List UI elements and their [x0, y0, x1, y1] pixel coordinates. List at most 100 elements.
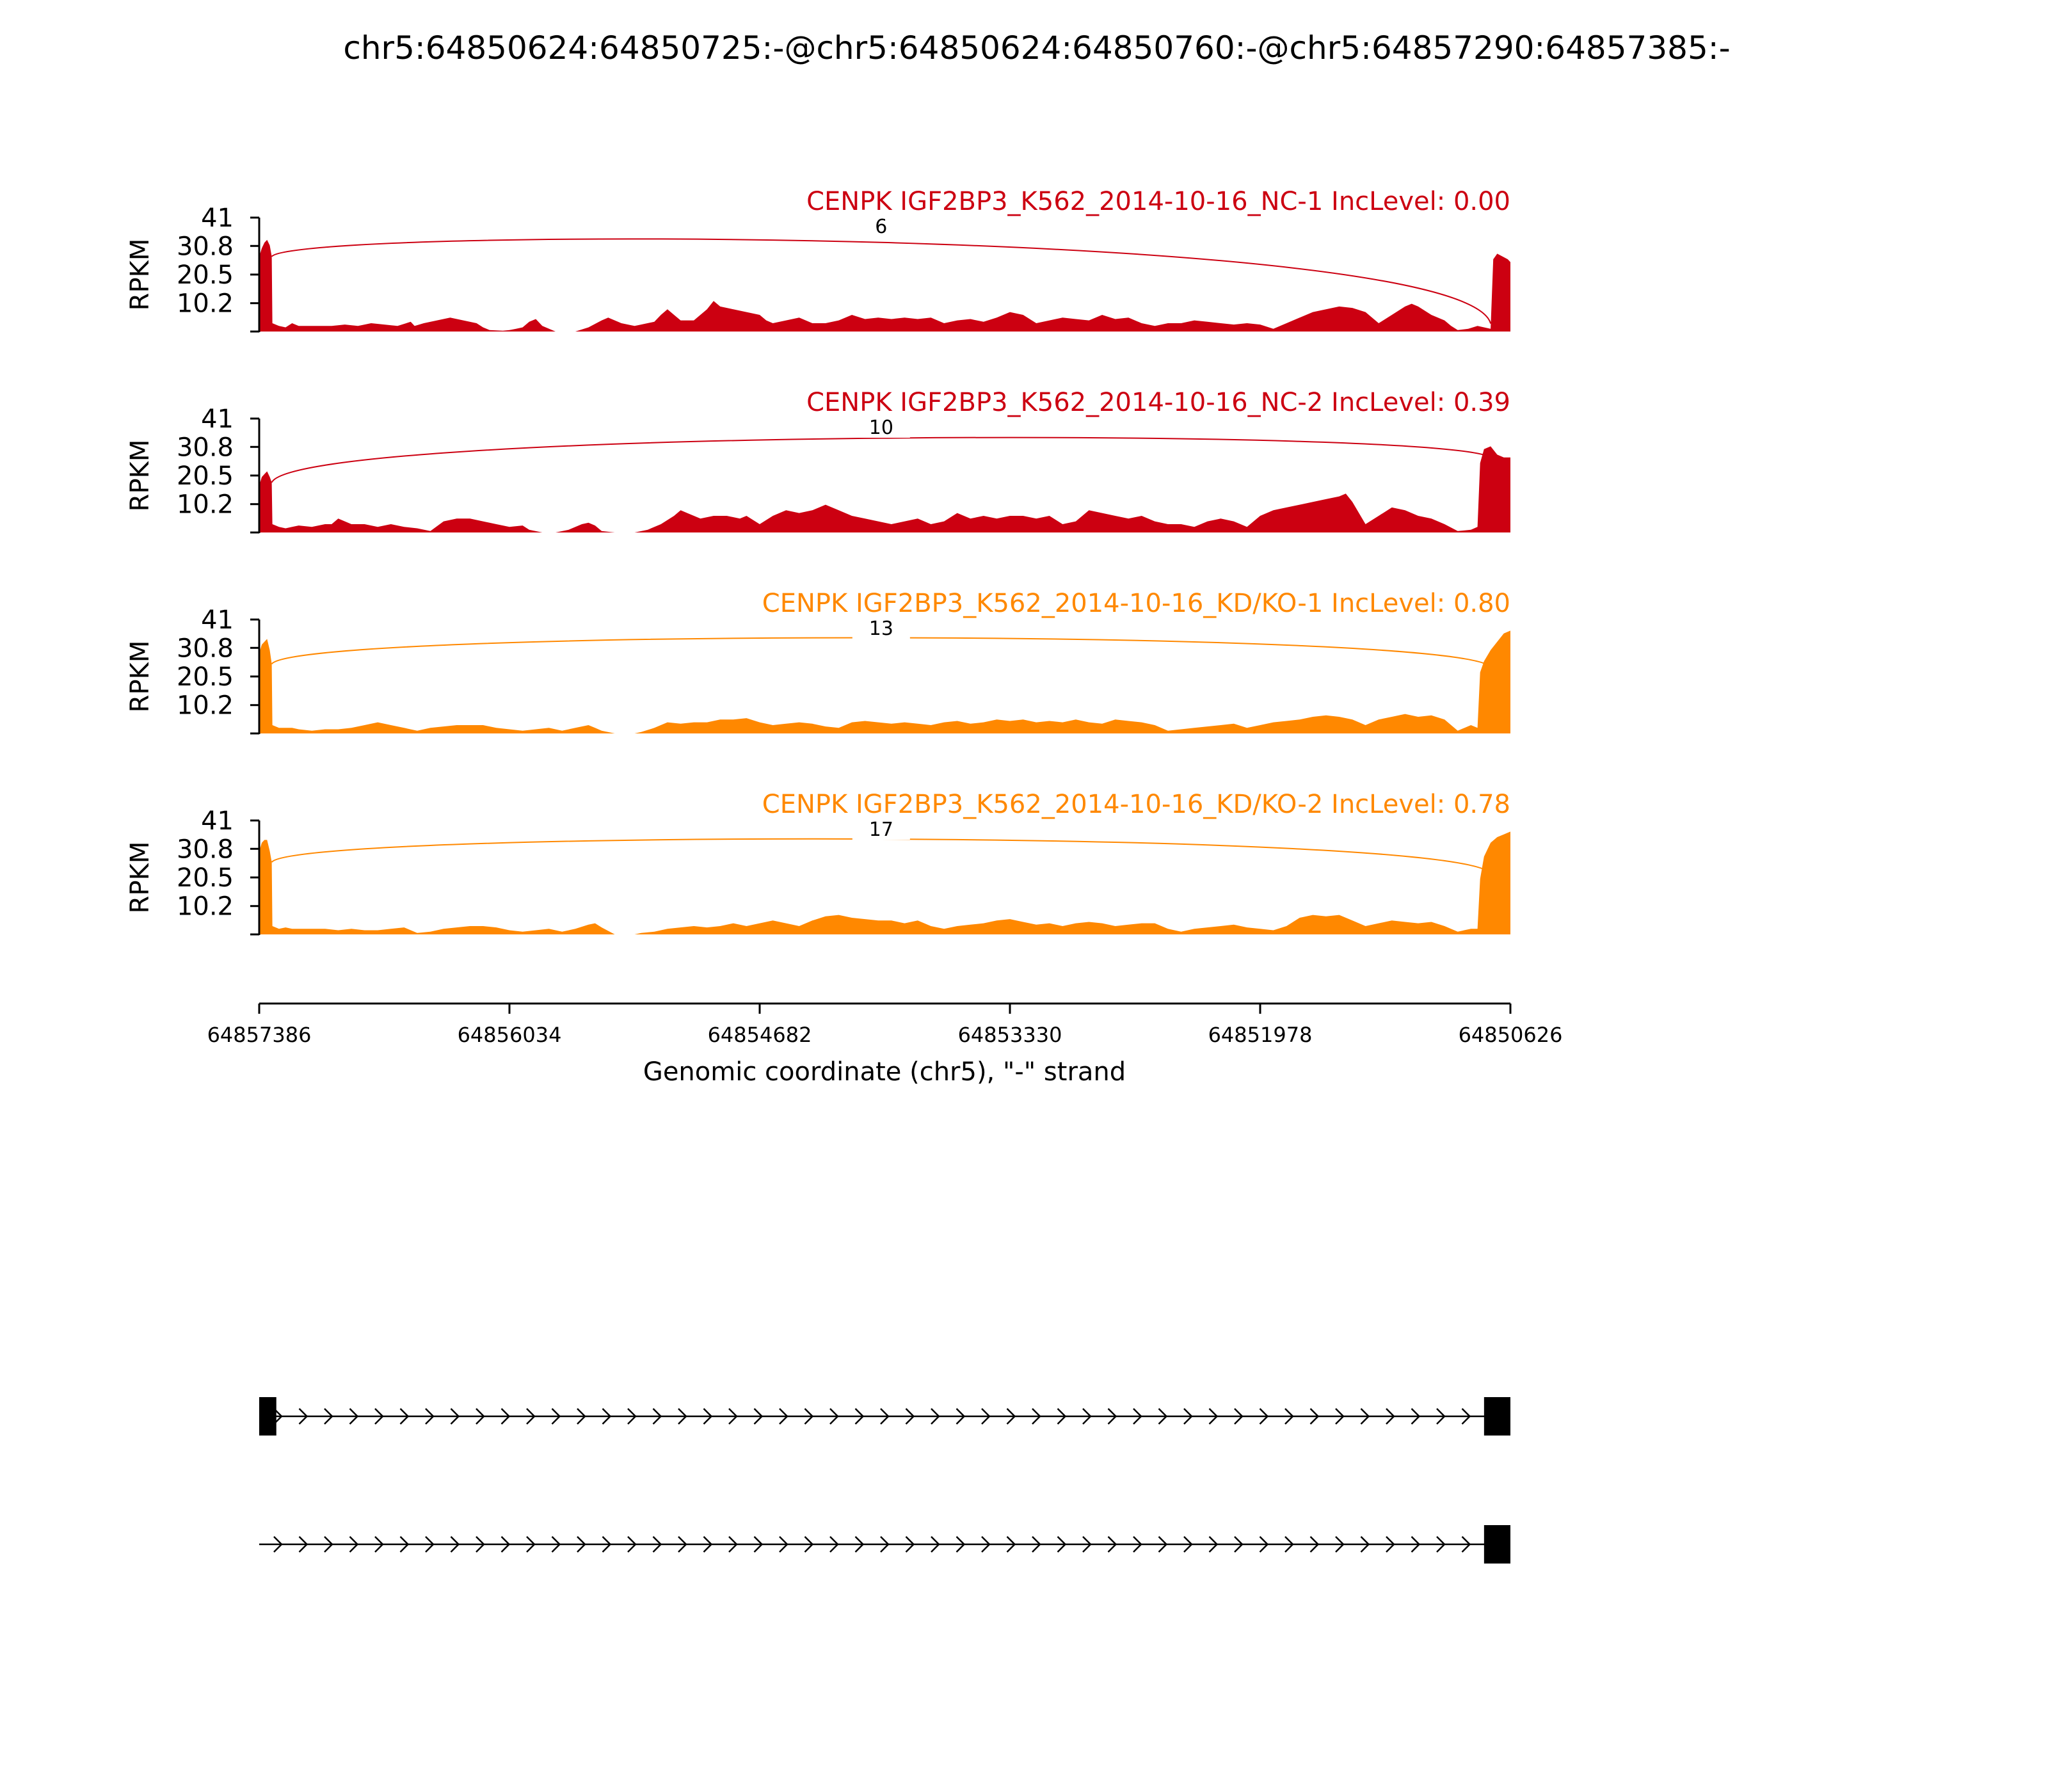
track-label: CENPK IGF2BP3_K562_2014-10-16_KD/KO-1 In…	[762, 589, 1510, 618]
strand-arrow	[652, 1536, 662, 1553]
strand-arrow	[1284, 1408, 1294, 1425]
track-label: CENPK IGF2BP3_K562_2014-10-16_KD/KO-2 In…	[762, 790, 1510, 819]
isoform-2	[259, 1525, 1510, 1564]
strand-arrow	[273, 1408, 283, 1425]
strand-arrow	[1133, 1536, 1142, 1553]
isoform-1	[259, 1397, 1510, 1436]
y-tick-label: 30.8	[177, 634, 234, 663]
strand-arrow	[551, 1536, 561, 1553]
junction-arc	[271, 637, 1491, 668]
isoform-structures	[259, 1397, 1510, 1564]
strand-arrow	[1461, 1536, 1471, 1553]
junction-count: 17	[869, 819, 893, 841]
exon-block	[1484, 1397, 1510, 1436]
strand-arrow	[500, 1536, 511, 1553]
junction-arc	[271, 838, 1491, 874]
x-tick-label: 64857386	[207, 1023, 312, 1047]
y-tick-label: 30.8	[177, 835, 234, 864]
strand-arrow	[602, 1408, 612, 1425]
strand-arrow	[1208, 1536, 1219, 1553]
strand-arrow	[905, 1536, 915, 1553]
y-tick-label: 41	[201, 806, 234, 836]
strand-arrow	[1234, 1536, 1244, 1553]
y-tick-label: 20.5	[177, 863, 234, 893]
strand-arrow	[602, 1536, 612, 1553]
strand-arrow	[1107, 1536, 1117, 1553]
strand-arrow	[1259, 1408, 1269, 1425]
y-axis-label: RPKM	[125, 440, 155, 512]
strand-arrow	[1158, 1536, 1168, 1553]
strand-arrow	[1032, 1536, 1041, 1553]
strand-arrow	[804, 1536, 814, 1553]
strand-arrow	[1386, 1408, 1395, 1425]
strand-arrow	[1411, 1536, 1421, 1553]
x-tick-label: 64850626	[1459, 1023, 1563, 1047]
strand-arrow	[273, 1536, 283, 1553]
strand-arrow	[880, 1536, 890, 1553]
strand-arrow	[1082, 1408, 1092, 1425]
junction-count-bg	[852, 214, 910, 237]
coverage-area	[259, 239, 1510, 332]
junction-count-bg	[852, 415, 910, 438]
x-tick-label: 64856034	[458, 1023, 562, 1047]
junction-count: 13	[869, 618, 893, 640]
strand-arrow	[425, 1536, 435, 1553]
strand-arrow	[577, 1536, 586, 1553]
y-tick-label: 30.8	[177, 232, 234, 261]
strand-arrow	[678, 1536, 687, 1553]
strand-arrow	[349, 1408, 359, 1425]
y-tick-label: 20.5	[177, 260, 234, 290]
strand-arrow	[1360, 1408, 1370, 1425]
coverage-area	[259, 630, 1510, 733]
strand-arrow	[804, 1408, 814, 1425]
x-axis-label: Genomic coordinate (chr5), "-" strand	[643, 1057, 1126, 1087]
strand-arrow	[1158, 1408, 1168, 1425]
strand-arrow	[829, 1408, 839, 1425]
strand-arrow	[425, 1408, 435, 1425]
strand-arrow	[753, 1408, 764, 1425]
strand-arrow	[1284, 1536, 1294, 1553]
strand-arrow	[1133, 1408, 1142, 1425]
strand-arrow	[1335, 1536, 1345, 1553]
strand-arrow	[1107, 1408, 1117, 1425]
y-axis-label: RPKM	[125, 842, 155, 914]
junction-count-bg	[852, 817, 910, 840]
strand-arrow	[399, 1536, 410, 1553]
strand-arrow	[1309, 1536, 1320, 1553]
strand-arrow	[779, 1536, 788, 1553]
y-tick-label: 10.2	[177, 691, 234, 721]
exon-block	[259, 1397, 276, 1436]
strand-arrow	[1208, 1408, 1219, 1425]
junction-arc	[271, 436, 1491, 483]
strand-arrow	[476, 1408, 485, 1425]
strand-arrow	[1082, 1536, 1092, 1553]
strand-arrow	[1436, 1536, 1446, 1553]
strand-arrow	[956, 1408, 966, 1425]
y-tick-label: 41	[201, 404, 234, 434]
y-axis-label: RPKM	[125, 641, 155, 713]
y-tick-label: 30.8	[177, 433, 234, 462]
strand-arrow	[526, 1408, 536, 1425]
track-label: CENPK IGF2BP3_K562_2014-10-16_NC-2 IncLe…	[806, 388, 1510, 417]
y-tick-label: 10.2	[177, 289, 234, 319]
x-axis: 64857386 64856034 64854682 64853330 64851978…	[207, 1002, 1563, 1087]
x-tick-label: 64851978	[1208, 1023, 1313, 1047]
strand-arrow	[1386, 1536, 1395, 1553]
exon-block	[1484, 1525, 1510, 1564]
strand-arrow	[500, 1408, 511, 1425]
strand-arrow	[905, 1408, 915, 1425]
y-tick-label: 20.5	[177, 662, 234, 692]
junction-count-bg	[852, 616, 910, 639]
strand-arrow	[854, 1536, 865, 1553]
strand-arrow	[298, 1536, 308, 1553]
strand-arrow	[1057, 1408, 1067, 1425]
strand-arrow	[1057, 1536, 1067, 1553]
strand-arrow	[931, 1536, 940, 1553]
strand-arrow	[627, 1536, 637, 1553]
strand-arrow	[1436, 1408, 1446, 1425]
strand-arrow	[728, 1408, 738, 1425]
